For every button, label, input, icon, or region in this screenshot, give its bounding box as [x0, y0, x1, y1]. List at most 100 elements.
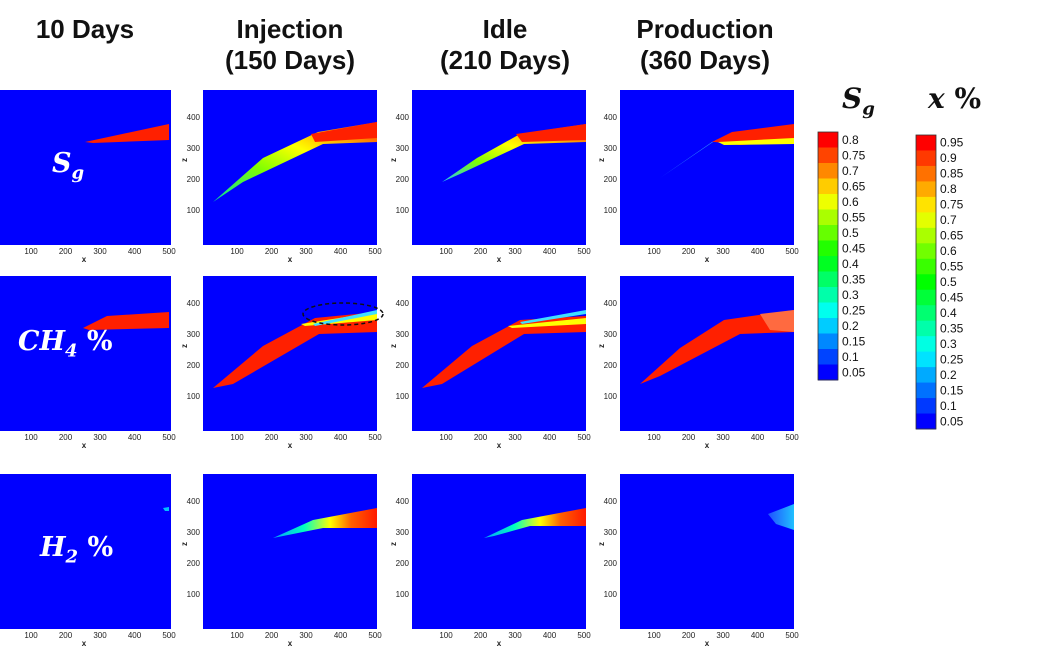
colorbar-swatch	[818, 271, 838, 288]
z-tick-label: 100	[187, 392, 201, 401]
x-tick-label: 100	[230, 631, 244, 640]
colorbar-label: 0.25	[940, 352, 964, 366]
colorbar-swatch	[916, 150, 936, 167]
x-tick-label: 400	[128, 247, 142, 256]
x-tick-label: 400	[751, 631, 765, 640]
panel-r3-c4: 100 200 300 400 500 x 100 200 300 400 z	[597, 474, 799, 648]
x-tick-label: 500	[368, 631, 382, 640]
z-tick-label: 300	[604, 330, 618, 339]
panel-field	[412, 474, 586, 629]
z-tick-label: 400	[187, 299, 201, 308]
colorbar-swatch	[916, 243, 936, 260]
x-tick-label: 200	[265, 247, 279, 256]
z-tick-label: 300	[604, 144, 618, 153]
colorbar-swatch	[916, 289, 936, 306]
z-tick-label: 200	[187, 361, 201, 370]
colorbar-label: 0.45	[842, 241, 866, 255]
z-tick-label: 300	[187, 144, 201, 153]
panel-field	[620, 90, 794, 245]
colorbar-label: 0.85	[940, 167, 964, 181]
colorbar-swatch	[916, 351, 936, 368]
colorbar-label: 0.3	[940, 337, 957, 351]
colorbar-frame	[817, 131, 839, 381]
z-tick-label: 100	[396, 206, 410, 215]
z-axis-label: z	[180, 542, 189, 546]
colorbar-label: 0.45	[940, 290, 964, 304]
colorbar-label: 0.25	[842, 303, 866, 317]
x-tick-label: 200	[474, 247, 488, 256]
z-axis-label: z	[180, 344, 189, 348]
panel-field	[620, 474, 794, 629]
colorbar-label: 0.15	[940, 383, 964, 397]
x-tick-label: 400	[543, 631, 557, 640]
x-tick-label: 500	[162, 433, 176, 442]
plume-region	[516, 124, 586, 142]
plume-region	[163, 507, 169, 511]
x-tick-label: 100	[24, 631, 38, 640]
panel-field	[0, 276, 171, 431]
colorbar-swatch	[916, 181, 936, 198]
colorbar-label: 0.75	[842, 148, 866, 162]
panel-r3-c3: 100 200 300 400 500 x 100 200 300 400 z	[389, 474, 591, 648]
colorbar-label: 0.9	[940, 151, 957, 165]
panel-r3-c2: 100 200 300 400 500 x 100 200 300 400 z	[180, 474, 382, 648]
colorbar-swatch	[818, 256, 838, 272]
colorbar-swatch	[916, 135, 936, 151]
colorbar-swatch	[916, 336, 936, 353]
x-tick-label: 100	[647, 247, 661, 256]
x-axis-label: x	[82, 639, 87, 648]
z-tick-label: 400	[396, 113, 410, 122]
panel-field	[203, 90, 377, 245]
colorbar-label: 0.95	[940, 136, 964, 150]
colorbar-swatch	[818, 132, 838, 148]
x-tick-label: 300	[93, 631, 107, 640]
colorbar-swatch	[916, 258, 936, 275]
x-tick-label: 200	[682, 433, 696, 442]
panel-r2-c4: 100 200 300 400 500 x 100 200 300 400 z	[597, 276, 799, 450]
x-axis-label: x	[705, 441, 710, 450]
z-axis-label: z	[597, 542, 606, 546]
z-tick-label: 300	[396, 528, 410, 537]
colorbar-swatch	[818, 163, 838, 179]
colorbar-swatch	[818, 194, 838, 210]
x-tick-label: 200	[682, 631, 696, 640]
colorbar-swatch	[916, 305, 936, 322]
legend-x-title: x %	[928, 82, 982, 115]
colorbar-swatch	[818, 209, 838, 226]
z-tick-label: 100	[187, 206, 201, 215]
x-axis-label: x	[497, 441, 502, 450]
z-axis-label: z	[597, 158, 606, 162]
x-tick-label: 200	[265, 433, 279, 442]
plume-region	[311, 122, 377, 142]
z-tick-label: 400	[187, 497, 201, 506]
colorbar-label: 0.3	[842, 288, 859, 302]
panel-field	[203, 276, 377, 431]
plume-region	[213, 122, 377, 202]
x-axis-label: x	[497, 639, 502, 648]
x-tick-label: 100	[439, 247, 453, 256]
z-tick-label: 200	[396, 361, 410, 370]
panel-r2-c1: 100 200 300 400 500 x	[0, 276, 176, 450]
x-tick-label: 300	[508, 247, 522, 256]
colorbar-swatch	[916, 413, 936, 430]
z-tick-label: 200	[604, 559, 618, 568]
colorbar-label: 0.1	[940, 399, 957, 413]
z-tick-label: 100	[604, 206, 618, 215]
colorbar-swatch	[916, 367, 936, 384]
z-tick-label: 200	[396, 559, 410, 568]
panel-r1-c2: 100 200 300 400 500 x 100 200 300 400 z	[180, 90, 382, 264]
colorbar-swatch	[818, 287, 838, 303]
colorbar-label: 0.5	[940, 275, 957, 289]
colorbar-label: 0.05	[842, 365, 866, 379]
z-tick-label: 100	[187, 590, 201, 599]
colorbar-label: 0.8	[842, 133, 859, 147]
x-tick-label: 300	[716, 433, 730, 442]
colorbar-swatch	[818, 318, 838, 334]
plume-region	[718, 138, 794, 145]
z-tick-label: 200	[187, 559, 201, 568]
colorbar-label: 0.5	[842, 226, 859, 240]
panel-field	[0, 474, 171, 629]
z-axis-label: z	[389, 344, 398, 348]
x-tick-label: 100	[647, 433, 661, 442]
x-tick-label: 500	[785, 247, 799, 256]
